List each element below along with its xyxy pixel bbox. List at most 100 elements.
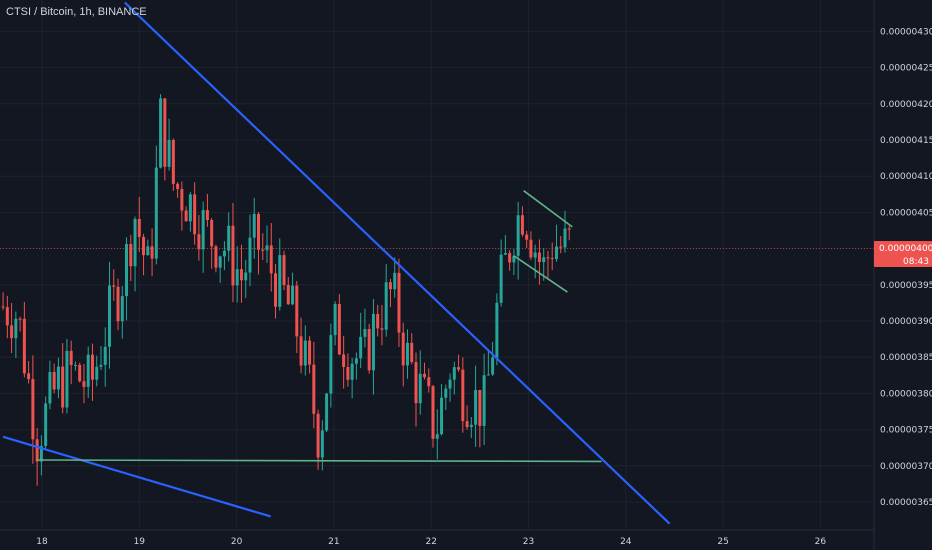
- candle-up: [516, 215, 520, 256]
- countdown-label: 08:43: [903, 257, 929, 267]
- candle-up: [95, 366, 99, 380]
- candle-up: [359, 336, 363, 359]
- candle-up: [418, 373, 422, 404]
- last-price-label: 0.00000400: [879, 244, 932, 254]
- candle-up: [350, 363, 354, 380]
- candle-up: [125, 244, 129, 297]
- symbol-title: CTSI / Bitcoin, 1h, BINANCE: [6, 6, 147, 18]
- candle-up: [218, 256, 222, 268]
- candle-down: [112, 285, 116, 287]
- candle-down: [410, 342, 414, 363]
- candle-down: [457, 367, 461, 370]
- candle-down: [529, 239, 533, 258]
- price-tick-label: 0.00000420: [880, 100, 932, 110]
- candle-down: [397, 272, 401, 333]
- candle-up: [354, 358, 358, 364]
- candle-up: [65, 350, 69, 408]
- candle-down: [282, 255, 286, 286]
- trendlines: [2, 1, 671, 525]
- price-tick-label: 0.00000390: [880, 317, 932, 327]
- candle-down: [5, 307, 9, 326]
- candle-down: [465, 421, 469, 428]
- candle-down: [308, 340, 312, 365]
- green-trendline: [523, 190, 573, 228]
- candle-up: [363, 329, 367, 337]
- candle-down: [414, 362, 418, 404]
- candle-up: [444, 388, 448, 398]
- candle-down: [137, 218, 141, 237]
- candle-up: [154, 167, 158, 259]
- price-tick-label: 0.00000385: [880, 353, 932, 363]
- candle-down: [52, 371, 56, 390]
- grid-lines: [0, 0, 874, 530]
- candle-down: [550, 258, 554, 260]
- candle-down: [163, 98, 167, 167]
- candle-up: [495, 302, 499, 358]
- candle-up: [435, 434, 439, 439]
- candle-down: [431, 386, 435, 439]
- candle-down: [508, 253, 512, 263]
- candle-down: [274, 273, 278, 307]
- last-price-tag-bg: [874, 241, 932, 267]
- candle-down: [312, 364, 316, 414]
- candle-down: [231, 225, 235, 286]
- candle-down: [193, 194, 197, 235]
- candle-up: [56, 366, 60, 390]
- candle-up: [73, 364, 77, 366]
- candle-up: [99, 364, 103, 367]
- candle-down: [150, 246, 154, 259]
- candle-up: [44, 403, 48, 447]
- candle-down: [90, 354, 94, 380]
- price-tick-label: 0.00000405: [880, 208, 932, 218]
- candle-up: [265, 245, 269, 251]
- candle-up: [103, 346, 107, 365]
- candle-down: [214, 246, 218, 268]
- candle-up: [474, 389, 478, 425]
- candle-down: [316, 413, 320, 458]
- candle-up: [235, 269, 239, 286]
- candle-up: [440, 397, 444, 435]
- candle-down: [337, 303, 341, 355]
- candle-up: [39, 446, 43, 462]
- time-axis[interactable]: 18 19 20 21 22 23 24 25 26: [36, 537, 826, 547]
- time-tick-label: 18: [36, 537, 48, 547]
- candle-down: [210, 219, 214, 247]
- candle-down: [27, 373, 31, 380]
- candle-down: [197, 234, 201, 250]
- candle-down: [78, 364, 82, 382]
- candle-up: [291, 285, 295, 305]
- candle-up: [469, 424, 473, 428]
- candle-up: [167, 139, 171, 167]
- candle-down: [261, 249, 265, 251]
- price-tick-label: 0.00000380: [880, 389, 932, 399]
- candle-up: [405, 342, 409, 366]
- candle-down: [342, 354, 346, 368]
- candle-up: [512, 255, 516, 263]
- candle-up: [146, 246, 150, 256]
- candle-down: [295, 285, 299, 337]
- price-tick-label: 0.00000370: [880, 462, 932, 472]
- candle-down: [116, 286, 120, 322]
- candle-down: [567, 228, 571, 230]
- candle-down: [525, 234, 529, 240]
- candle-up: [201, 210, 205, 250]
- candle-down: [299, 336, 303, 366]
- time-tick-label: 19: [134, 537, 146, 547]
- candle-down: [184, 210, 188, 222]
- candle-down: [461, 369, 465, 422]
- candle-down: [180, 188, 184, 211]
- candle-up: [448, 379, 452, 389]
- candle-up: [120, 296, 124, 322]
- candle-up: [325, 393, 329, 431]
- candle-up: [14, 318, 18, 339]
- candle-up: [563, 228, 567, 248]
- time-tick-label: 24: [620, 537, 632, 547]
- candle-up: [320, 430, 324, 458]
- candle-up: [503, 253, 507, 255]
- candlestick-series: [1, 94, 571, 486]
- candle-down: [176, 183, 180, 189]
- time-tick-label: 21: [328, 537, 339, 547]
- time-tick-label: 20: [231, 537, 243, 547]
